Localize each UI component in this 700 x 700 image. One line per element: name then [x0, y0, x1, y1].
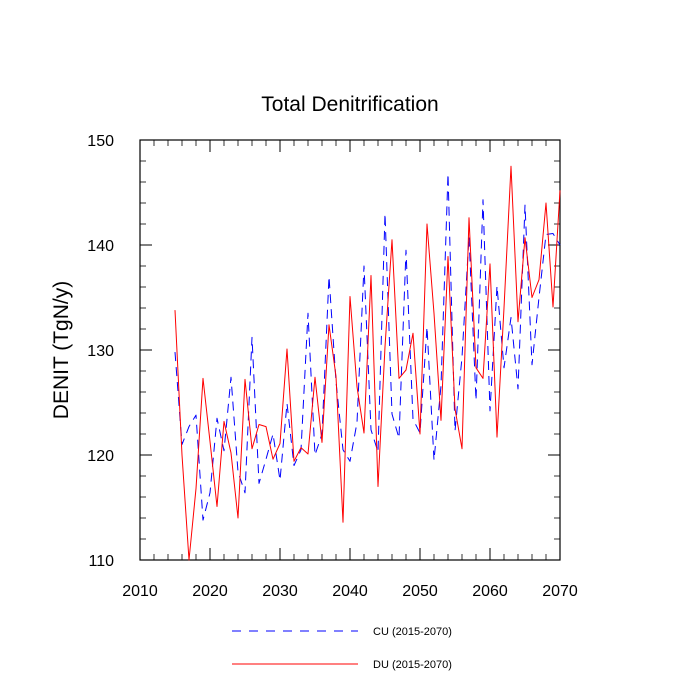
plot-frame [139, 139, 561, 561]
plot-area: 2010 2020 2030 2040 2050 2060 2070 110 120 130 140… [87, 133, 578, 600]
series-line-du [174, 165, 561, 561]
x-tick-label: 2050 [402, 583, 438, 600]
x-tick-label: 2030 [262, 583, 298, 600]
x-tick-label: 2040 [332, 583, 368, 600]
legend: CU (2015-2070) DU (2015-2070) [232, 626, 452, 671]
x-tick-label: 2010 [122, 583, 158, 600]
y-tick-label: 110 [88, 553, 114, 570]
legend-label-cu: CU (2015-2070) [373, 626, 452, 638]
y-tick-label: 120 [87, 448, 114, 465]
tick-labels: 2010 2020 2030 2040 2050 2060 2070 110 120 130 140… [87, 133, 578, 600]
legend-label-du: DU (2015-2070) [373, 659, 452, 671]
x-tick-label: 2070 [542, 583, 578, 600]
y-tick-label: 150 [87, 133, 114, 150]
series-group [174, 165, 561, 561]
y-axis-title: DENIT (TgN/y) [50, 281, 73, 419]
chart-title: Total Denitrification [261, 93, 438, 116]
x-tick-label: 2020 [192, 583, 228, 600]
x-tick-label: 2060 [472, 583, 508, 600]
y-tick-label: 130 [87, 343, 114, 360]
y-tick-label: 140 [87, 238, 114, 255]
tick-marks [139, 139, 561, 561]
series-line-cu [174, 173, 561, 521]
